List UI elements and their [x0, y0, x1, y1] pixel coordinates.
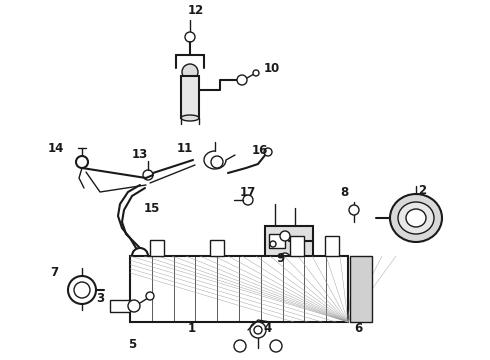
Bar [265, 226, 313, 288]
Text: 3: 3 [96, 292, 104, 305]
Circle shape [280, 253, 290, 263]
Circle shape [264, 148, 272, 156]
Text: 9: 9 [276, 252, 284, 265]
Circle shape [143, 170, 153, 180]
Text: 8: 8 [340, 185, 348, 198]
Bar [269, 256, 285, 270]
Circle shape [74, 282, 90, 298]
Text: 15: 15 [144, 202, 160, 215]
Circle shape [76, 156, 88, 168]
Ellipse shape [390, 194, 442, 242]
Circle shape [234, 340, 246, 352]
Text: 4: 4 [264, 321, 272, 334]
Ellipse shape [398, 202, 434, 234]
Circle shape [211, 156, 223, 168]
Text: 16: 16 [252, 144, 268, 157]
Bar [110, 300, 130, 312]
Bar [269, 234, 285, 248]
Circle shape [280, 231, 290, 241]
Circle shape [254, 326, 262, 334]
Circle shape [132, 248, 148, 264]
Text: 1: 1 [188, 321, 196, 334]
Circle shape [270, 265, 276, 271]
Circle shape [237, 75, 247, 85]
Bar [181, 76, 199, 118]
Text: 12: 12 [188, 4, 204, 17]
Circle shape [146, 292, 154, 300]
Circle shape [250, 322, 266, 338]
Bar [290, 236, 304, 256]
Bar [150, 240, 164, 256]
Bar [130, 256, 348, 322]
Circle shape [243, 195, 253, 205]
Circle shape [185, 32, 195, 42]
Text: 14: 14 [48, 141, 64, 154]
Ellipse shape [406, 209, 426, 227]
Circle shape [253, 70, 259, 76]
Bar [350, 256, 372, 322]
Circle shape [182, 64, 198, 80]
Circle shape [270, 241, 276, 247]
Text: 10: 10 [264, 62, 280, 75]
Ellipse shape [181, 115, 199, 121]
Text: 2: 2 [418, 184, 426, 197]
Circle shape [349, 205, 359, 215]
Circle shape [270, 340, 282, 352]
Text: 17: 17 [240, 186, 256, 199]
Text: 6: 6 [354, 321, 362, 334]
Circle shape [128, 300, 140, 312]
Bar [210, 240, 224, 256]
Text: 13: 13 [132, 148, 148, 162]
Text: 11: 11 [177, 141, 193, 154]
Text: 7: 7 [50, 266, 58, 279]
Text: 5: 5 [128, 338, 136, 351]
Bar [325, 236, 339, 256]
Circle shape [68, 276, 96, 304]
